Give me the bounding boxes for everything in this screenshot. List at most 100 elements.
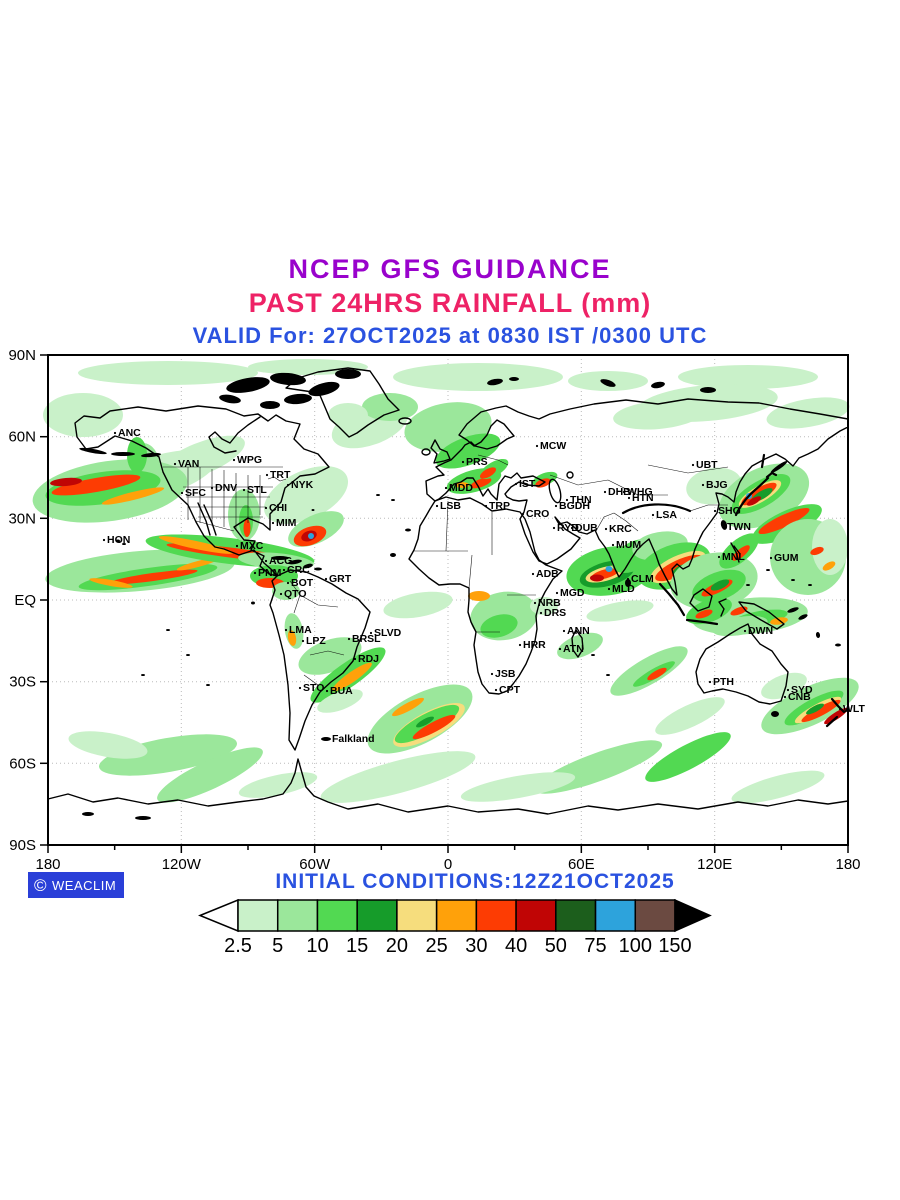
island-land-marks [79, 369, 841, 820]
station-label: DRS [544, 607, 566, 619]
x-axis-label: 0 [444, 856, 452, 873]
station-dot [264, 559, 268, 563]
station-dot [369, 631, 373, 635]
rain-blob [89, 578, 133, 588]
x-axis-label: 120W [162, 856, 202, 873]
rain-blob [68, 731, 148, 759]
rain-blob [317, 689, 363, 713]
rain-blob [806, 703, 824, 715]
island-mark [284, 393, 312, 405]
station-label: ANC [118, 427, 141, 439]
island-mark [122, 543, 126, 545]
station-dot [102, 538, 106, 542]
island-mark [766, 569, 770, 571]
station-label: MCW [540, 440, 566, 452]
rain-blob [655, 697, 725, 735]
station-label: UBT [696, 459, 718, 471]
rain-blob [51, 474, 141, 496]
iceland [398, 417, 412, 425]
station-label: ANN [567, 625, 590, 637]
map-axes: 90N 60N 30N EQ 30S 60S 90S 180 120W 60W 0 60E 120E 18… [8, 347, 860, 873]
island-mark [288, 559, 302, 565]
station-label: VAN [178, 458, 199, 470]
island-mark [770, 461, 788, 473]
station-label: HTN [632, 492, 654, 504]
rain-blob [645, 732, 731, 782]
station-dot [717, 555, 721, 559]
island-mark [815, 632, 821, 638]
java [685, 618, 719, 626]
x-axis-label: 180 [835, 856, 860, 873]
station-label: CLM [631, 573, 654, 585]
station-label: LPZ [306, 635, 326, 647]
rain-blob [460, 772, 576, 802]
station-dot [461, 460, 465, 464]
station-dot [286, 483, 290, 487]
caspian-sea [548, 478, 562, 504]
madagascar [571, 629, 584, 658]
station-label: CRC [287, 564, 310, 576]
station-dot [173, 462, 177, 466]
station-dot [722, 525, 726, 529]
coastline-antarctica [47, 758, 849, 815]
rain-blob [78, 361, 258, 385]
station-dot [514, 482, 518, 486]
rain-blob [730, 606, 748, 616]
rain-blob [393, 363, 563, 391]
rain-blob [243, 519, 251, 537]
coastline-australia [695, 623, 789, 705]
coastline-eurasia [425, 398, 849, 596]
valid-time-line: VALID For: 27OCT2025 at 0830 IST /0300 U… [192, 323, 708, 348]
station-label: PRS [466, 456, 488, 468]
island-mark [308, 381, 340, 397]
island-mark [720, 520, 728, 530]
island-mark [82, 812, 94, 816]
x-axis-label: 60E [568, 856, 595, 873]
station-dot [347, 637, 351, 641]
station-dot [301, 639, 305, 643]
rain-blob [695, 609, 713, 619]
y-axis-label: 60N [8, 429, 36, 446]
colorbar-tick: 5 [272, 935, 283, 957]
island-mark [700, 387, 716, 393]
island-mark [135, 816, 151, 820]
station-dot [533, 601, 537, 605]
y-axis-label: 90S [9, 837, 36, 854]
rain-blob [99, 734, 237, 776]
colorbar-cell [276, 899, 319, 932]
station-dot [264, 506, 268, 510]
rain-blob [638, 384, 778, 422]
station-dot [622, 490, 626, 494]
rain-blob [108, 569, 198, 585]
station-dot [284, 628, 288, 632]
island-mark [321, 737, 331, 741]
station-dot [562, 629, 566, 633]
colorbar-cell [435, 899, 478, 932]
island-mark [271, 556, 289, 560]
island-mark [606, 674, 610, 676]
station-dot [539, 611, 543, 615]
rain-blob [455, 482, 469, 488]
station-dot [286, 581, 290, 585]
island-mark [835, 643, 841, 647]
page-subtitle: PAST 24HRS RAINFALL (mm) [248, 288, 652, 318]
station-label: LSA [656, 509, 677, 521]
rain-blob [287, 630, 297, 646]
colorbar-right-arrow [674, 899, 712, 933]
station-label: TRP [489, 500, 510, 512]
rain-blob [157, 747, 263, 803]
y-axis-label: 30N [8, 510, 36, 527]
y-axis-label: 90N [8, 347, 36, 364]
coastlines [47, 367, 849, 815]
station-dot [265, 473, 269, 477]
island-mark [798, 614, 808, 620]
station-dot [565, 498, 569, 502]
rain-blob [810, 546, 824, 556]
rain-blob [533, 740, 663, 794]
station-dot [325, 689, 329, 693]
colorbar-cell [316, 899, 358, 932]
colorbar-tick: 100 [619, 935, 652, 957]
rain-blob [766, 397, 850, 429]
